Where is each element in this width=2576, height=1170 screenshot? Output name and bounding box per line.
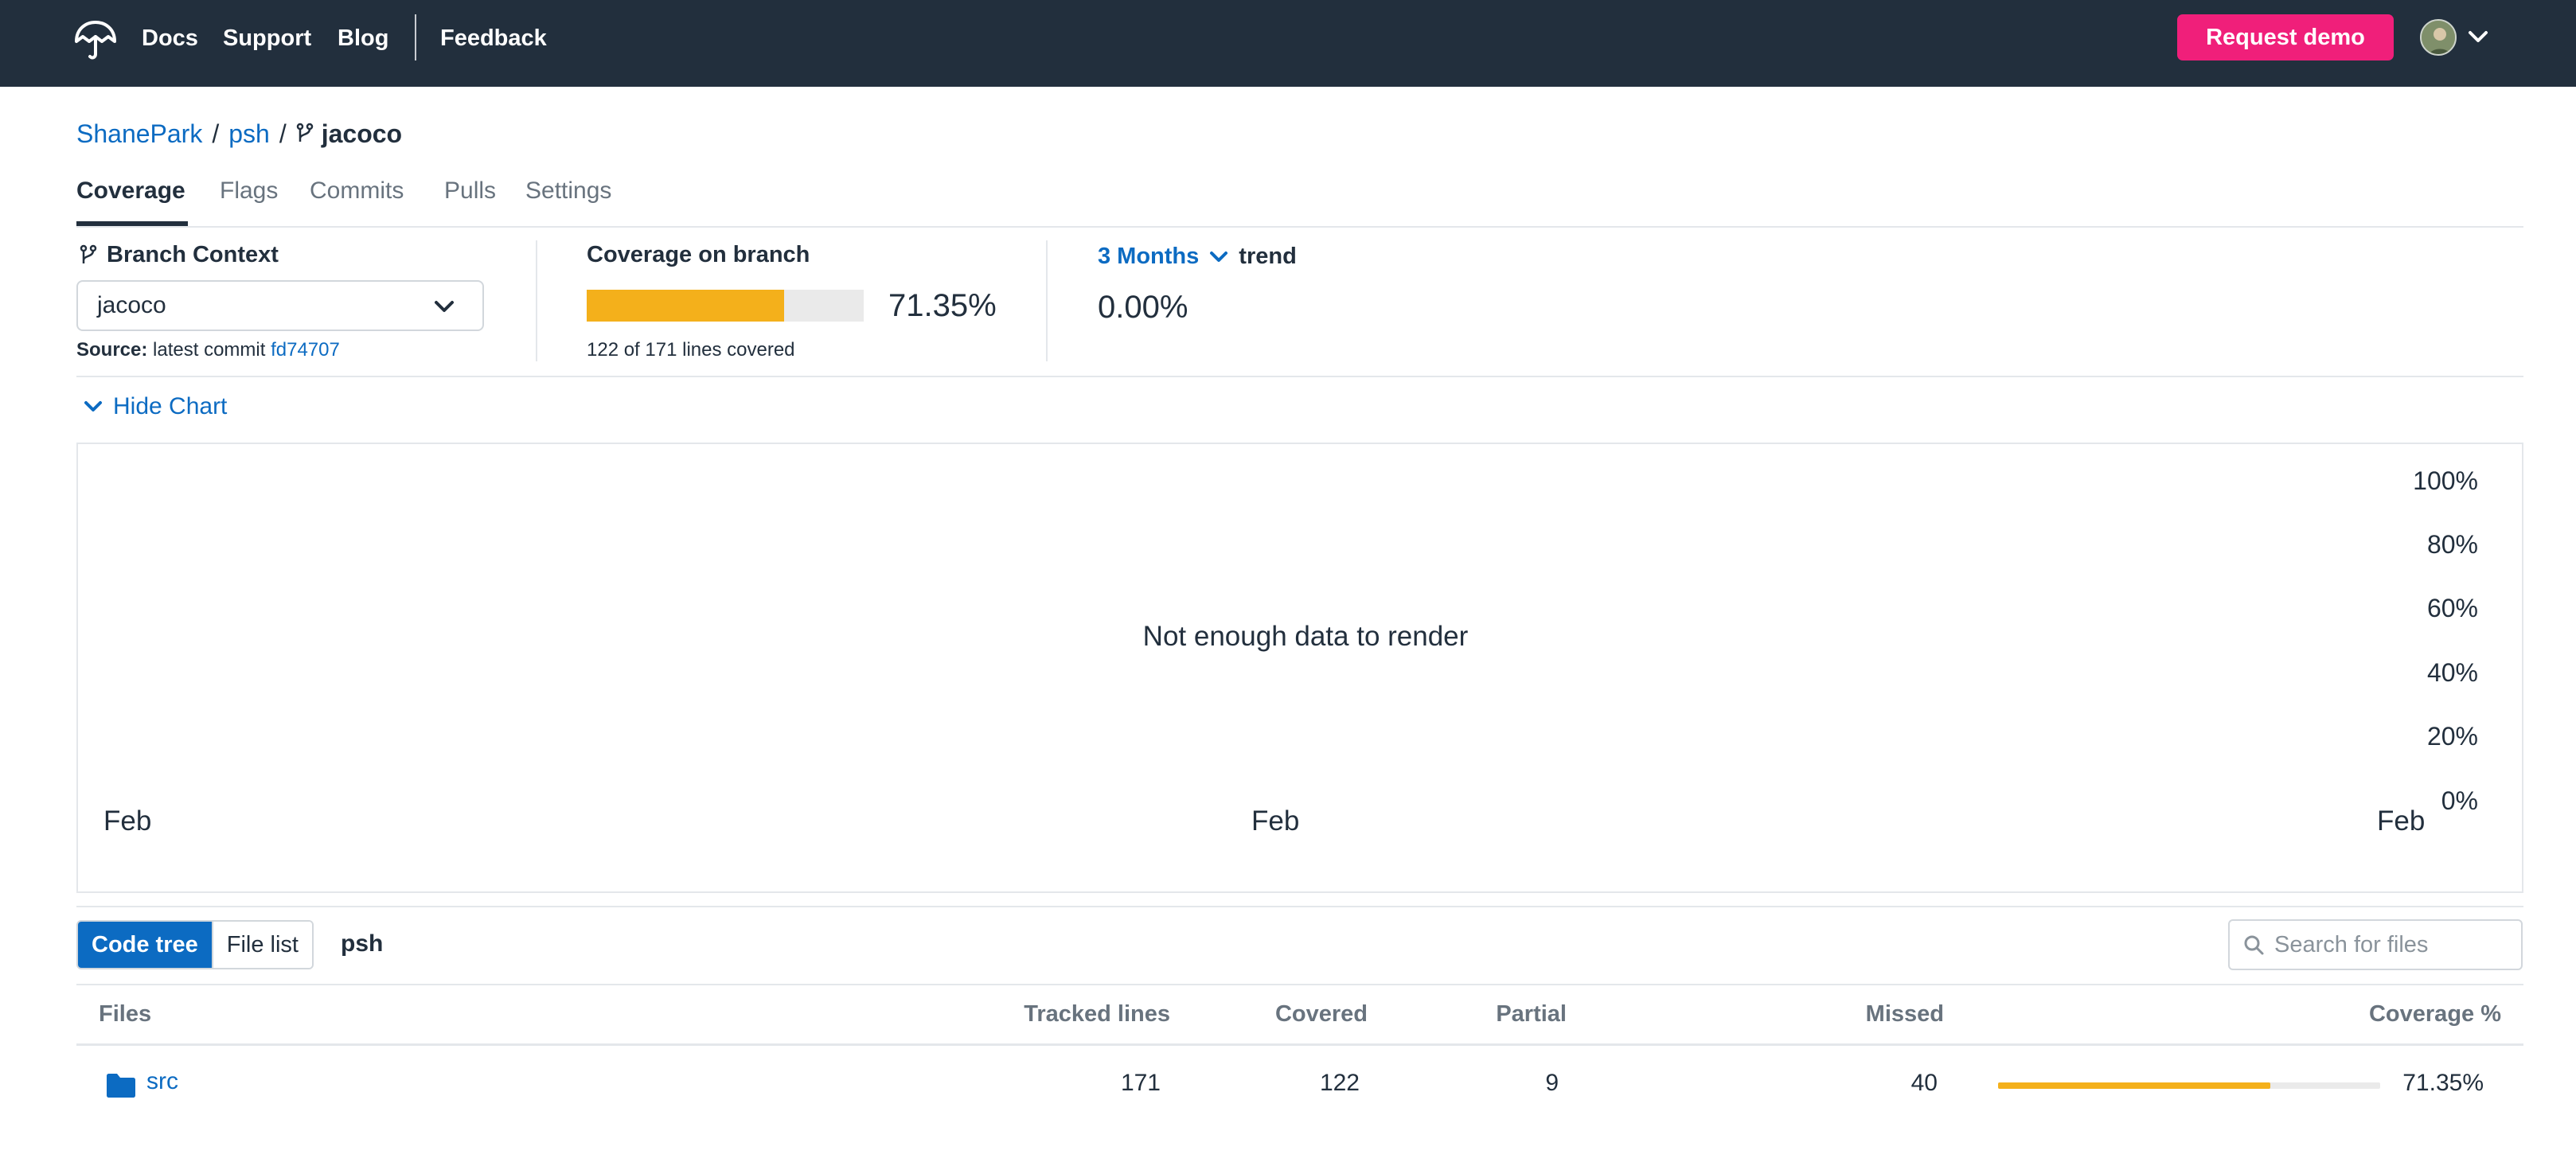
missed-value: 40 bbox=[1911, 1070, 1938, 1096]
coverage-title: Coverage on branch bbox=[587, 242, 810, 267]
y-axis-tick: 40% bbox=[2426, 658, 2478, 687]
coverage-percent-value: 71.35% bbox=[2402, 1070, 2484, 1096]
search-input[interactable]: Search for files bbox=[2228, 919, 2523, 970]
y-axis-tick: 20% bbox=[2426, 722, 2478, 751]
branch-select[interactable]: jacoco bbox=[76, 280, 484, 331]
source-line: Source: latest commit fd74707 bbox=[76, 339, 340, 361]
branch-context-label: Branch Context bbox=[107, 242, 279, 267]
y-axis-tick: 80% bbox=[2426, 530, 2478, 559]
column-header-covered[interactable]: Covered bbox=[1274, 1001, 1368, 1027]
tab-settings[interactable]: Settings bbox=[525, 177, 612, 204]
tree-path[interactable]: psh bbox=[341, 930, 384, 957]
coverage-progress-fill bbox=[587, 290, 785, 322]
partial-value: 9 bbox=[1545, 1070, 1559, 1096]
chart-empty-message: Not enough data to render bbox=[1142, 621, 1469, 652]
tab-coverage[interactable]: Coverage bbox=[76, 177, 185, 204]
branch-context-title: Branch Context bbox=[80, 242, 279, 268]
breadcrumb-owner-link[interactable]: ShanePark bbox=[76, 119, 203, 148]
hide-chart-label: Hide Chart bbox=[113, 393, 228, 419]
breadcrumb: ShanePark / psh / jacoco bbox=[76, 116, 402, 151]
covered-value: 122 bbox=[1319, 1070, 1360, 1096]
nav-feedback-link[interactable]: Feedback bbox=[440, 25, 547, 51]
chevron-down-icon bbox=[435, 301, 454, 312]
toolbar-divider bbox=[76, 906, 2523, 907]
table-row[interactable]: src 171 122 9 40 71.35% bbox=[76, 1046, 2523, 1125]
tab-pulls[interactable]: Pulls bbox=[444, 177, 497, 204]
coverage-chart: Not enough data to render 100% 80% 60% 4… bbox=[76, 443, 2523, 893]
trend-range-label: 3 Months bbox=[1098, 244, 1200, 269]
coverage-summary: Branch Context jacoco Source: latest com… bbox=[76, 237, 2523, 377]
tracked-lines-value: 171 bbox=[1120, 1070, 1161, 1096]
trend-header: 3 Months trend bbox=[1098, 244, 1297, 270]
commit-link[interactable]: fd74707 bbox=[271, 339, 340, 361]
coverage-lines: 122 of 171 lines covered bbox=[587, 339, 795, 361]
x-axis-tick: Feb bbox=[1251, 805, 1300, 837]
branch-select-value: jacoco bbox=[97, 292, 166, 318]
coverage-progress-bar bbox=[587, 290, 864, 322]
row-coverage-fill bbox=[1998, 1082, 2271, 1089]
summary-divider bbox=[1046, 240, 1048, 361]
trend-value: 0.00% bbox=[1098, 290, 1188, 325]
hide-chart-toggle[interactable]: Hide Chart bbox=[83, 393, 227, 420]
chevron-down-icon bbox=[1210, 251, 1228, 262]
repo-tabs: Coverage Flags Commits Pulls Settings bbox=[76, 174, 2523, 228]
trend-label: trend bbox=[1239, 244, 1297, 269]
breadcrumb-repo-link[interactable]: psh bbox=[228, 119, 270, 148]
breadcrumb-separator: / bbox=[212, 119, 220, 148]
source-label: Source: bbox=[76, 339, 148, 361]
request-demo-button[interactable]: Request demo bbox=[2177, 14, 2394, 60]
chevron-down-icon bbox=[84, 401, 102, 411]
view-toggle: Code tree File list bbox=[76, 920, 314, 969]
y-axis-tick: 100% bbox=[2413, 466, 2478, 495]
avatar-image bbox=[2422, 21, 2455, 54]
y-axis-tick: 60% bbox=[2426, 594, 2478, 622]
summary-divider bbox=[536, 240, 537, 361]
coverage-value: 71.35% bbox=[888, 288, 997, 323]
x-axis-tick: Feb bbox=[103, 805, 152, 837]
breadcrumb-branch: jacoco bbox=[296, 119, 402, 149]
active-tab-indicator bbox=[76, 221, 188, 226]
file-link[interactable]: src bbox=[146, 1068, 178, 1094]
search-placeholder: Search for files bbox=[2274, 931, 2429, 957]
x-axis-tick: Feb bbox=[2377, 805, 2426, 837]
tab-flags[interactable]: Flags bbox=[220, 177, 279, 204]
column-header-coverage[interactable]: Coverage % bbox=[2368, 1001, 2501, 1027]
nav-docs-link[interactable]: Docs bbox=[142, 25, 198, 51]
search-icon bbox=[2244, 935, 2264, 955]
nav-blog-link[interactable]: Blog bbox=[338, 25, 389, 51]
column-header-files[interactable]: Files bbox=[99, 1001, 152, 1027]
nav-support-link[interactable]: Support bbox=[223, 25, 312, 51]
user-avatar[interactable] bbox=[2420, 19, 2457, 56]
row-coverage-bar bbox=[1998, 1082, 2380, 1089]
column-header-tracked-lines[interactable]: Tracked lines bbox=[1024, 1001, 1170, 1027]
folder-icon bbox=[107, 1074, 135, 1098]
branch-icon bbox=[296, 123, 313, 142]
tab-commits[interactable]: Commits bbox=[310, 177, 404, 204]
column-header-partial[interactable]: Partial bbox=[1496, 1001, 1567, 1027]
trend-range-dropdown[interactable]: 3 Months bbox=[1098, 244, 1239, 270]
nav-divider bbox=[415, 14, 416, 60]
umbrella-logo-icon[interactable] bbox=[73, 19, 118, 60]
code-tree-button[interactable]: Code tree bbox=[78, 922, 212, 968]
table-header: Files Tracked lines Covered Partial Miss… bbox=[76, 984, 2523, 1046]
file-list-button[interactable]: File list bbox=[211, 922, 312, 968]
column-header-missed[interactable]: Missed bbox=[1865, 1001, 1944, 1027]
chevron-down-icon[interactable] bbox=[2466, 27, 2490, 46]
breadcrumb-separator: / bbox=[279, 119, 287, 148]
top-nav-bar: Docs Support Blog Feedback Request demo bbox=[0, 0, 2576, 87]
branch-icon bbox=[80, 244, 97, 263]
y-axis-tick: 0% bbox=[2441, 786, 2478, 815]
breadcrumb-branch-label: jacoco bbox=[321, 119, 403, 148]
source-text: latest commit bbox=[153, 339, 266, 361]
